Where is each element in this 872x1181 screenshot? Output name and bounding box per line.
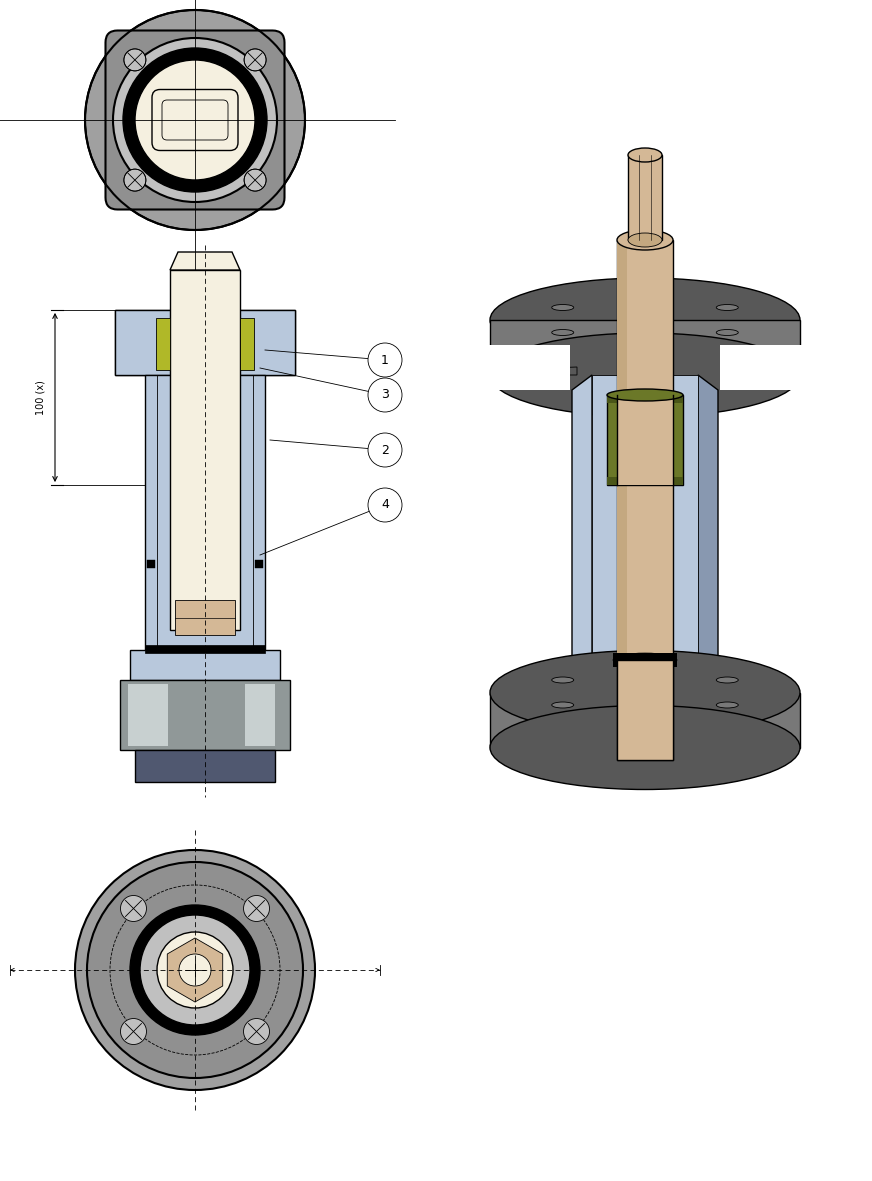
Ellipse shape (490, 278, 800, 363)
Circle shape (130, 905, 260, 1035)
Circle shape (243, 895, 269, 921)
Polygon shape (490, 692, 800, 748)
Text: 100 (x): 100 (x) (35, 380, 45, 415)
Text: 3: 3 (381, 389, 389, 402)
Ellipse shape (607, 389, 683, 402)
Ellipse shape (490, 651, 800, 735)
Bar (628, 155, 662, 240)
Polygon shape (592, 376, 698, 680)
Bar (613, 653, 677, 667)
Circle shape (135, 60, 255, 180)
Bar (240, 318, 254, 370)
Bar (145, 645, 265, 653)
Ellipse shape (552, 677, 574, 683)
Circle shape (368, 378, 402, 412)
FancyBboxPatch shape (106, 31, 284, 209)
Bar (607, 477, 683, 485)
Bar (147, 560, 155, 568)
Ellipse shape (628, 148, 662, 162)
Polygon shape (490, 367, 577, 376)
Circle shape (120, 1018, 146, 1044)
Circle shape (179, 954, 211, 986)
Circle shape (85, 9, 305, 230)
Polygon shape (488, 345, 570, 390)
Text: 4: 4 (381, 498, 389, 511)
Bar (145, 309, 265, 376)
Polygon shape (698, 376, 718, 680)
Circle shape (75, 850, 315, 1090)
Polygon shape (572, 376, 592, 680)
Circle shape (368, 342, 402, 377)
Circle shape (124, 48, 146, 71)
Ellipse shape (628, 233, 662, 247)
Ellipse shape (490, 333, 800, 417)
FancyBboxPatch shape (162, 100, 228, 141)
Polygon shape (167, 938, 222, 1001)
Circle shape (113, 38, 277, 202)
Circle shape (157, 932, 233, 1009)
Ellipse shape (552, 329, 574, 335)
Bar (175, 600, 235, 635)
Bar (130, 650, 280, 680)
Circle shape (243, 1018, 269, 1044)
Bar (170, 270, 240, 629)
Bar (135, 750, 275, 782)
Ellipse shape (716, 305, 739, 311)
Circle shape (244, 48, 266, 71)
Circle shape (123, 48, 267, 193)
Ellipse shape (716, 329, 739, 335)
Ellipse shape (716, 677, 739, 683)
Circle shape (368, 488, 402, 522)
Bar (607, 394, 683, 403)
Bar (617, 240, 627, 761)
Bar (115, 309, 295, 376)
Ellipse shape (490, 705, 800, 790)
Bar (128, 684, 168, 746)
Bar (255, 560, 263, 568)
Bar (156, 318, 170, 370)
Circle shape (368, 433, 402, 466)
Circle shape (120, 895, 146, 921)
Bar (245, 684, 275, 746)
Circle shape (140, 915, 250, 1025)
Bar (617, 660, 673, 761)
Ellipse shape (552, 702, 574, 707)
Bar (120, 680, 290, 750)
Ellipse shape (617, 230, 673, 250)
FancyBboxPatch shape (152, 90, 238, 150)
Bar (617, 394, 673, 485)
Bar (115, 309, 295, 376)
Ellipse shape (716, 702, 739, 707)
Polygon shape (490, 320, 800, 376)
Ellipse shape (552, 305, 574, 311)
Bar (607, 394, 683, 485)
Circle shape (244, 169, 266, 191)
Bar (145, 376, 265, 650)
Polygon shape (720, 345, 802, 390)
Bar (617, 240, 673, 761)
Circle shape (87, 862, 303, 1078)
Text: 1: 1 (381, 353, 389, 366)
Circle shape (124, 169, 146, 191)
Polygon shape (170, 252, 240, 270)
Text: 2: 2 (381, 444, 389, 457)
Ellipse shape (613, 653, 677, 667)
